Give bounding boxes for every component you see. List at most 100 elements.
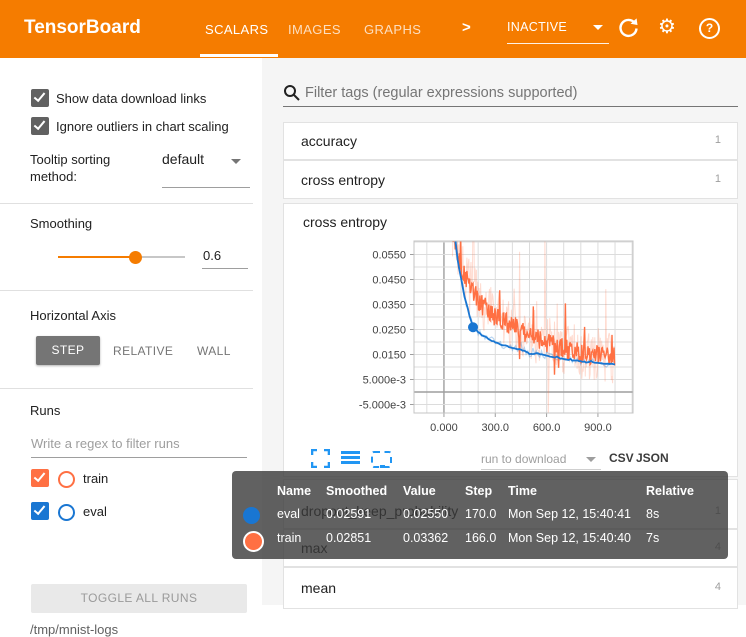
section-count-badge: 1	[714, 134, 721, 146]
help-icon[interactable]: ?	[699, 18, 720, 39]
svg-text:300.0: 300.0	[482, 422, 510, 434]
horizontal-axis-label: Horizontal Axis	[30, 308, 116, 323]
run-train-checkbox[interactable]	[31, 469, 49, 487]
svg-text:-5.000e-3: -5.000e-3	[359, 400, 406, 412]
chart-tooltip: Name Smoothed Value Step Time Relative e…	[232, 471, 728, 559]
section-row-cross-entropy[interactable]: cross entropy 1	[283, 160, 738, 199]
chevron-down-icon[interactable]	[586, 457, 596, 462]
section-row-mean[interactable]: mean 4	[283, 567, 738, 609]
sidebar: Show data download links Ignore outliers…	[0, 58, 262, 637]
more-tabs-chevron-icon[interactable]: >	[462, 19, 471, 36]
check-icon	[33, 502, 46, 516]
axis-relative-button[interactable]: RELATIVE	[113, 344, 174, 358]
divider	[0, 290, 253, 291]
section-label: mean	[301, 580, 337, 596]
section-count-badge: 4	[714, 581, 721, 593]
tooltip-step: 170.0	[465, 507, 497, 521]
tooltip-time: Mon Sep 12, 15:40:40	[508, 531, 632, 545]
tab-scalars[interactable]: SCALARS	[205, 22, 269, 37]
smoothing-underline	[202, 268, 248, 269]
chevron-down-icon	[593, 25, 603, 30]
filter-underline	[283, 106, 738, 107]
chart-card: cross entropy 0.0550 0.0450 0.0350 0.0250 0.…	[283, 203, 738, 477]
show-download-links-checkbox[interactable]	[31, 89, 49, 107]
smoothing-slider-thumb[interactable]	[129, 251, 142, 264]
run-train-color-circle[interactable]	[58, 471, 75, 488]
svg-text:0.000: 0.000	[430, 422, 458, 434]
run-status-select[interactable]: INACTIVE	[507, 20, 609, 34]
active-tab-underline	[200, 54, 278, 57]
run-train-label: train	[83, 471, 109, 486]
section-label: cross entropy	[301, 172, 386, 188]
app-title: TensorBoard	[24, 17, 141, 38]
tooltip-header-time: Time	[508, 484, 537, 498]
check-icon	[33, 469, 46, 483]
run-status-value: INACTIVE	[507, 20, 568, 34]
sorting-underline	[162, 187, 250, 188]
run-eval-label: eval	[83, 504, 107, 519]
chart-title: cross entropy	[303, 214, 388, 230]
smoothing-value[interactable]: 0.6	[203, 248, 222, 263]
svg-text:0.0550: 0.0550	[372, 250, 406, 262]
smoothing-label: Smoothing	[30, 216, 93, 231]
tooltip-sorting-dropdown[interactable]: default	[162, 151, 205, 167]
check-icon	[33, 117, 46, 131]
section-row-accuracy[interactable]: accuracy 1	[283, 122, 738, 160]
tooltip-smoothed-value: 0.02851	[326, 531, 372, 545]
runs-filter-underline	[31, 457, 247, 458]
tooltip-header-step: Step	[465, 484, 493, 498]
search-icon	[284, 85, 300, 101]
run-eval-color-circle[interactable]	[58, 504, 75, 521]
tooltip-value: 0.02550	[403, 507, 449, 521]
smoothing-slider-fill	[58, 256, 135, 258]
tab-images[interactable]: IMAGES	[288, 22, 341, 37]
tooltip-sorting-label: Tooltip sorting method:	[30, 152, 111, 184]
csv-download-link[interactable]: CSV	[609, 451, 634, 465]
divider	[0, 203, 253, 204]
status-select-underline	[507, 43, 609, 44]
tooltip-step: 166.0	[465, 531, 497, 545]
download-underline	[481, 469, 601, 470]
tooltip-smoothed-value: 0.02591	[326, 507, 372, 521]
toggle-all-runs-button[interactable]: TOGGLE ALL RUNS	[31, 584, 247, 613]
run-to-download-select[interactable]: run to download	[481, 452, 567, 466]
tooltip-run-name: train	[277, 531, 302, 545]
svg-text:5.000e-3: 5.000e-3	[363, 375, 406, 387]
run-eval-checkbox[interactable]	[31, 502, 49, 520]
divider	[0, 388, 253, 389]
expand-chart-icon[interactable]	[311, 449, 330, 468]
tooltip-run-name: eval	[277, 507, 300, 521]
cross-entropy-chart[interactable]: 0.0550 0.0450 0.0350 0.0250 0.0150 5.000e-3 -5…	[284, 231, 739, 443]
svg-text:600.0: 600.0	[533, 422, 561, 434]
svg-text:0.0150: 0.0150	[372, 350, 406, 362]
axis-wall-button[interactable]: WALL	[197, 344, 231, 358]
tooltip-time: Mon Sep 12, 15:40:41	[508, 507, 632, 521]
tooltip-relative: 8s	[646, 507, 660, 521]
svg-text:0.0350: 0.0350	[372, 300, 406, 312]
json-download-link[interactable]: JSON	[636, 451, 669, 465]
train-run-dot	[243, 531, 264, 552]
runs-label: Runs	[30, 403, 61, 418]
tooltip-header-name: Name	[277, 484, 312, 498]
settings-gear-icon[interactable]: ⚙	[658, 16, 676, 38]
ignore-outliers-checkbox[interactable]	[31, 117, 49, 135]
refresh-icon[interactable]	[617, 17, 640, 40]
svg-text:0.0250: 0.0250	[372, 325, 406, 337]
ignore-outliers-label: Ignore outliers in chart scaling	[56, 119, 229, 134]
chevron-down-icon[interactable]	[231, 159, 241, 164]
axis-step-button[interactable]: STEP	[36, 336, 100, 365]
runs-filter-input[interactable]: Write a regex to filter runs	[31, 436, 180, 451]
svg-text:0.0450: 0.0450	[372, 275, 406, 287]
tab-graphs[interactable]: GRAPHS	[364, 22, 422, 37]
tooltip-value: 0.03362	[403, 531, 449, 545]
svg-text:900.0: 900.0	[584, 422, 612, 434]
toggle-y-axis-icon[interactable]	[341, 451, 360, 466]
check-icon	[33, 89, 46, 103]
tooltip-header-relative: Relative	[646, 484, 694, 498]
app-header: TensorBoard SCALARS IMAGES GRAPHS > INAC…	[0, 0, 746, 58]
filter-tags-input[interactable]: Filter tags (regular expressions support…	[305, 85, 578, 101]
data-selection-icon[interactable]	[371, 451, 392, 468]
tooltip-header-value: Value	[403, 484, 436, 498]
log-directory-path: /tmp/mnist-logs	[30, 622, 119, 637]
eval-run-dot	[243, 507, 260, 524]
